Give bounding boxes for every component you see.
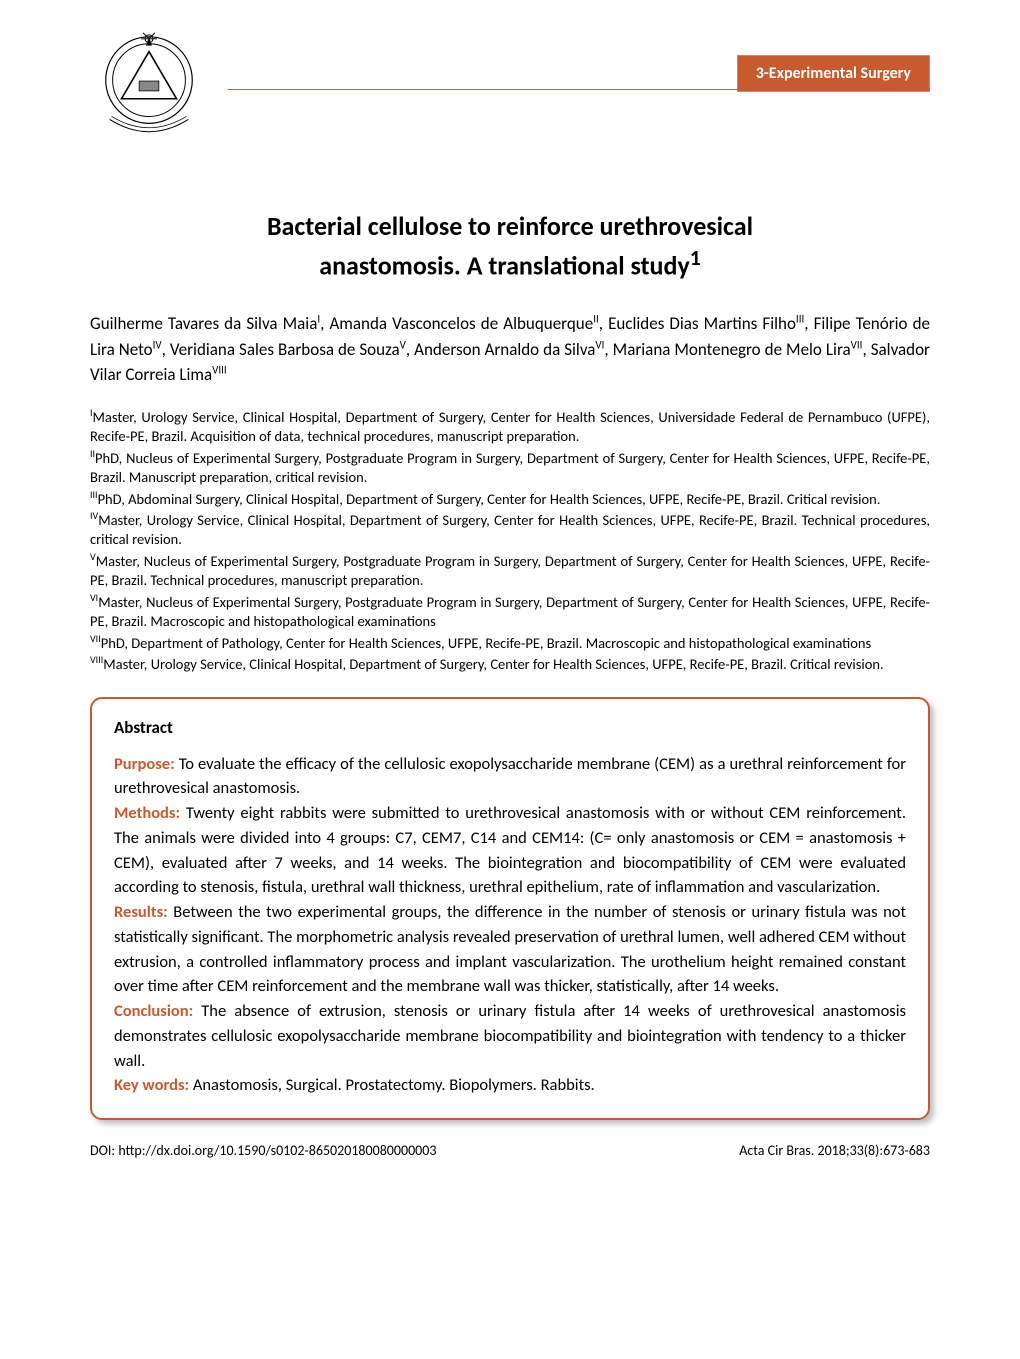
affiliation: VMaster, Nucleus of Experimental Surgery… bbox=[90, 550, 930, 591]
author: Guilherme Tavares da Silva Maia bbox=[90, 313, 317, 334]
author-sup: VII bbox=[851, 338, 863, 351]
affiliation-sup: I bbox=[90, 406, 93, 419]
authors-block: Guilherme Tavares da Silva MaiaI, Amanda… bbox=[90, 311, 930, 388]
affiliation: IIIPhD, Abdominal Surgery, Clinical Hosp… bbox=[90, 488, 930, 509]
keywords-text: Anastomosis, Surgical. Prostatectomy. Bi… bbox=[189, 1075, 595, 1095]
abstract-heading: Abstract bbox=[114, 717, 906, 738]
affiliation-sup: VI bbox=[90, 591, 98, 604]
results-text: Between the two experimental groups, the… bbox=[114, 902, 906, 996]
affiliation-sup: V bbox=[90, 550, 96, 563]
author: Euclides Dias Martins Filho bbox=[608, 313, 796, 334]
affiliation-sup: IV bbox=[90, 509, 98, 522]
methods-text: Twenty eight rabbits were submitted to u… bbox=[114, 803, 906, 897]
author-sup: III bbox=[796, 313, 804, 326]
conclusion-label: Conclusion: bbox=[114, 1001, 193, 1021]
author-sup: IV bbox=[153, 338, 162, 351]
abstract-body: Purpose: To evaluate the efficacy of the… bbox=[114, 752, 906, 1099]
section-badge: 3-Experimental Surgery bbox=[737, 55, 930, 92]
purpose-text: To evaluate the efficacy of the cellulos… bbox=[114, 754, 906, 799]
author-sup: II bbox=[593, 313, 599, 326]
conclusion-text: The absence of extrusion, stenosis or ur… bbox=[114, 1001, 906, 1071]
header-rule bbox=[228, 89, 930, 90]
citation-text: Acta Cir Bras. 2018;33(8):673-683 bbox=[739, 1142, 930, 1159]
journal-logo bbox=[90, 26, 208, 144]
keywords-label: Key words: bbox=[114, 1075, 189, 1095]
header-line-area: 3-Experimental Surgery bbox=[228, 55, 930, 115]
page-header: 3-Experimental Surgery bbox=[90, 30, 930, 140]
title-line2: anastomosis. A translational study bbox=[319, 249, 690, 281]
purpose-label: Purpose: bbox=[114, 754, 175, 774]
author: Mariana Montenegro de Melo Lira bbox=[613, 339, 851, 360]
doi-prefix: DOI: bbox=[90, 1142, 118, 1159]
affiliation: VIIIMaster, Urology Service, Clinical Ho… bbox=[90, 653, 930, 674]
footer-row: DOI: http://dx.doi.org/10.1590/s0102-865… bbox=[90, 1142, 930, 1159]
doi-link[interactable]: http://dx.doi.org/10.1590/s0102-86502018… bbox=[118, 1142, 436, 1159]
affiliation-sup: VII bbox=[90, 632, 101, 645]
title-line1: Bacterial cellulose to reinforce urethro… bbox=[267, 210, 753, 242]
author-sup: VIII bbox=[212, 364, 227, 377]
affiliation: IIPhD, Nucleus of Experimental Surgery, … bbox=[90, 447, 930, 488]
article-title: Bacterial cellulose to reinforce urethro… bbox=[110, 210, 910, 283]
author-sup: VI bbox=[595, 338, 604, 351]
affiliation: VIMaster, Nucleus of Experimental Surger… bbox=[90, 591, 930, 632]
affiliation: IVMaster, Urology Service, Clinical Hosp… bbox=[90, 509, 930, 550]
affiliation-sup: III bbox=[90, 488, 98, 501]
author-sup: I bbox=[317, 313, 320, 326]
methods-label: Methods: bbox=[114, 803, 180, 823]
affiliation-sup: II bbox=[90, 447, 95, 460]
author-sup: V bbox=[400, 338, 406, 351]
doi-block: DOI: http://dx.doi.org/10.1590/s0102-865… bbox=[90, 1142, 436, 1159]
results-label: Results: bbox=[114, 902, 168, 922]
title-sup: 1 bbox=[690, 244, 701, 271]
affiliation: IMaster, Urology Service, Clinical Hospi… bbox=[90, 406, 930, 447]
abstract-box: Abstract Purpose: To evaluate the effica… bbox=[90, 697, 930, 1121]
seal-icon bbox=[90, 26, 208, 144]
author: Veridiana Sales Barbosa de Souza bbox=[170, 339, 400, 360]
author: Amanda Vasconcelos de Albuquerque bbox=[329, 313, 593, 334]
author: Anderson Arnaldo da Silva bbox=[414, 339, 595, 360]
affiliation: VIIPhD, Department of Pathology, Center … bbox=[90, 632, 930, 653]
affiliations-block: IMaster, Urology Service, Clinical Hospi… bbox=[90, 406, 930, 675]
affiliation-sup: VIII bbox=[90, 653, 103, 666]
